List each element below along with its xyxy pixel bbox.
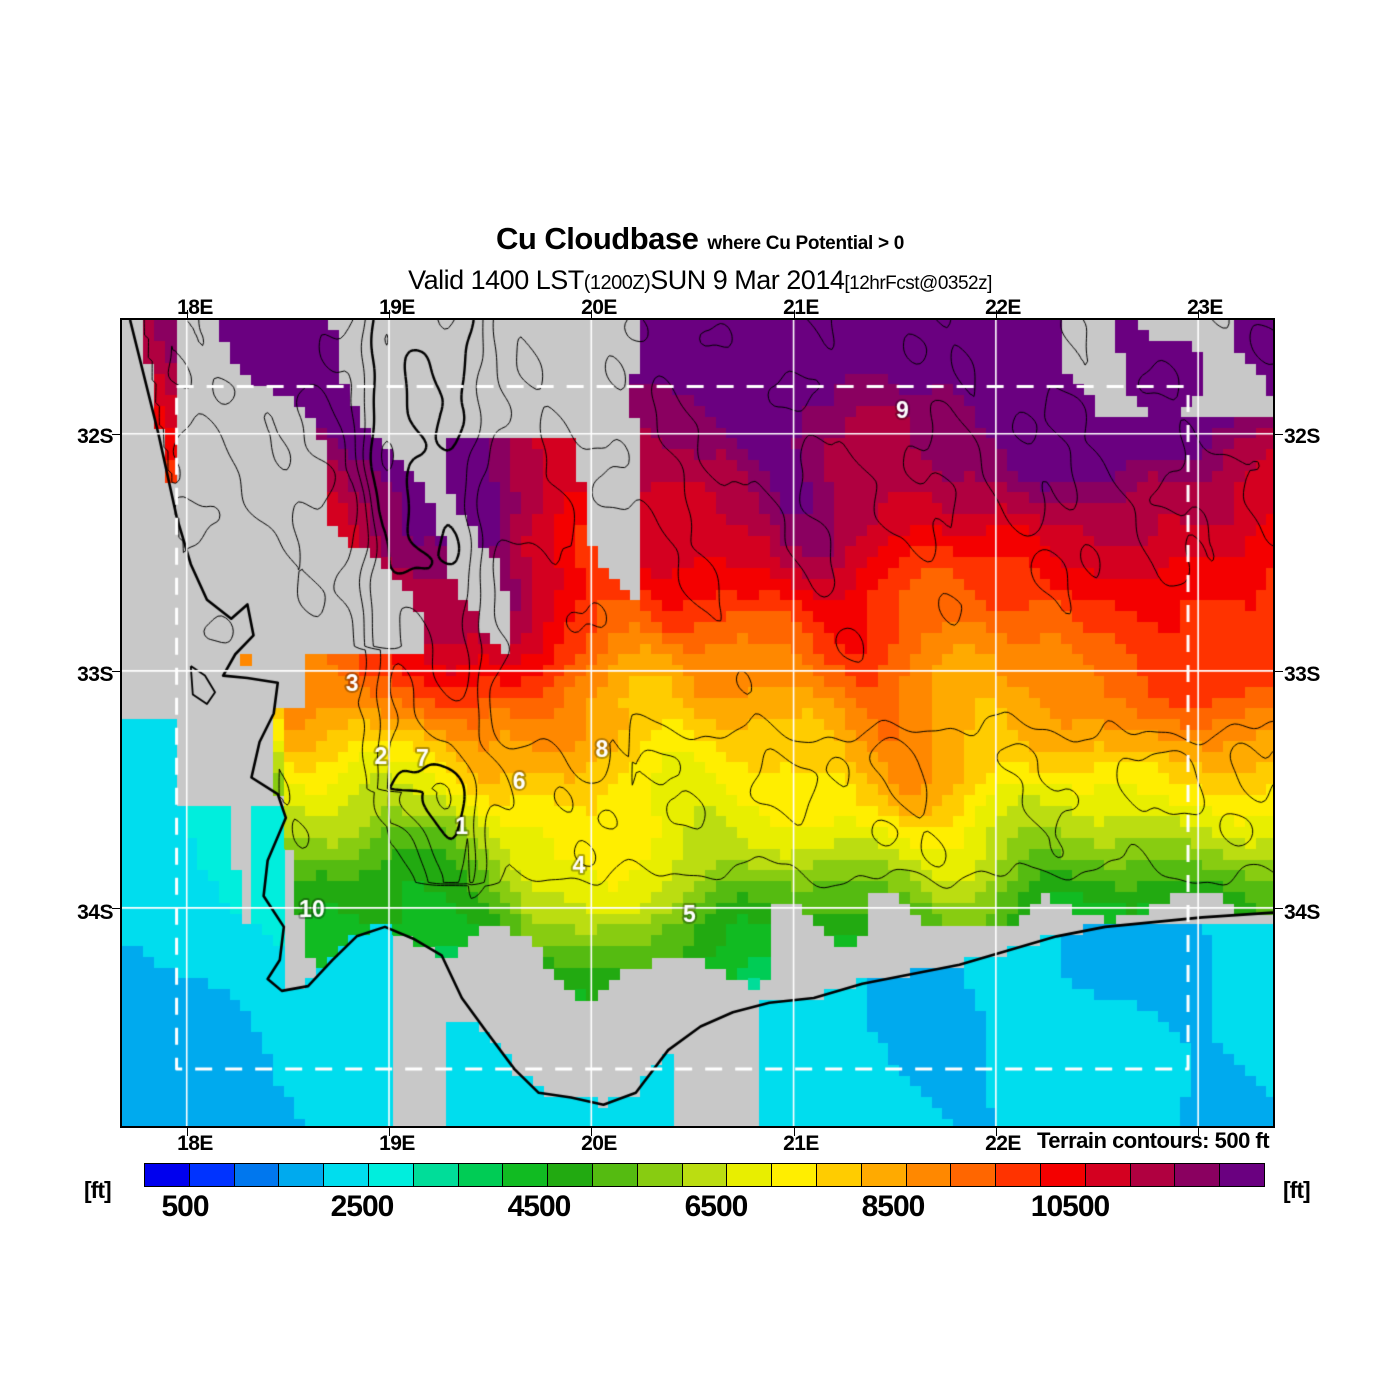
tick-right--33: [1273, 670, 1283, 672]
forecast-stamp-label: [12hrFcst@0352z]: [844, 273, 992, 294]
colorbar[interactable]: [144, 1163, 1265, 1187]
colorbar-segment-13: [727, 1164, 773, 1186]
tick-top-23: [1198, 310, 1200, 320]
title-line-2: Valid 1400 LST (1200Z) SUN 9 Mar 2014 [1…: [0, 264, 1400, 305]
axis-label-bottom-22E: 22E: [985, 1132, 1021, 1155]
axis-label-right-33S: 33S: [1284, 663, 1320, 686]
terrain-contour-note: Terrain contours: 500 ft: [1037, 1128, 1270, 1153]
colorbar-segment-14: [772, 1164, 817, 1186]
axis-label-left-32S: 32S: [77, 425, 113, 448]
colorbar-segment-4: [324, 1164, 369, 1186]
axis-label-top-20E: 20E: [581, 296, 617, 319]
axis-label-top-23E: 23E: [1187, 296, 1223, 319]
colorbar-tick-2500: 2500: [330, 1190, 395, 1223]
axis-label-bottom-20E: 20E: [581, 1132, 617, 1155]
axis-label-top-22E: 22E: [985, 296, 1021, 319]
colorbar-segment-24: [1220, 1164, 1264, 1186]
tick-bottom-20: [591, 1126, 593, 1136]
tick-top-18: [186, 310, 188, 320]
colorbar-tick-8500: 8500: [861, 1190, 926, 1223]
axis-label-left-34S: 34S: [77, 901, 113, 924]
axis-label-top-19E: 19E: [379, 296, 415, 319]
colorbar-segment-21: [1085, 1164, 1131, 1186]
tick-top-21: [793, 310, 795, 320]
colorbar-unit-right: [ft]: [1283, 1177, 1311, 1203]
colorbar-segment-7: [458, 1164, 504, 1186]
axis-label-bottom-18E: 18E: [177, 1132, 213, 1155]
tick-bottom-21: [793, 1126, 795, 1136]
colorbar-segment-3: [279, 1164, 325, 1186]
colorbar-unit-left: [ft]: [84, 1177, 112, 1203]
tick-bottom-22: [995, 1126, 997, 1136]
colorbar-segment-17: [906, 1164, 952, 1186]
tick-bottom-19: [389, 1126, 391, 1136]
map-plot-area[interactable]: [112, 310, 1283, 1136]
colorbar-segment-23: [1175, 1164, 1221, 1186]
valid-date-label: SUN 9 Mar 2014: [650, 265, 845, 295]
tick-top-19: [389, 310, 391, 320]
tick-bottom-18: [186, 1126, 188, 1136]
axis-label-right-32S: 32S: [1284, 425, 1320, 448]
tick-right--32: [1273, 433, 1283, 435]
page-title: Cu Cloudbase: [495, 221, 699, 256]
tick-left--33: [112, 670, 122, 672]
colorbar-tick-500: 500: [161, 1190, 209, 1223]
colorbar-segment-0: [145, 1164, 190, 1186]
tick-top-20: [591, 310, 593, 320]
cloudbase-heatmap-canvas[interactable]: [122, 320, 1273, 1126]
valid-time-label: Valid 1400 LST: [408, 265, 584, 295]
colorbar-segment-10: [592, 1164, 638, 1186]
title-line-1: Cu Cloudbase where Cu Potential > 0: [0, 222, 1400, 266]
colorbar-segment-11: [637, 1164, 683, 1186]
chart-title-block: Cu Cloudbase where Cu Potential > 0 Valid…: [0, 222, 1400, 305]
axis-label-right-34S: 34S: [1284, 901, 1320, 924]
colorbar-segment-6: [413, 1164, 459, 1186]
axis-label-left-33S: 33S: [77, 663, 113, 686]
tick-left--32: [112, 433, 122, 435]
colorbar-segment-9: [548, 1164, 593, 1186]
colorbar-segment-8: [503, 1164, 549, 1186]
colorbar-segment-5: [368, 1164, 414, 1186]
tick-top-22: [995, 310, 997, 320]
colorbar-segment-19: [996, 1164, 1041, 1186]
colorbar-tick-6500: 6500: [684, 1190, 749, 1223]
valid-zulu-label: (1200Z): [583, 272, 651, 294]
colorbar-tick-10500: 10500: [1030, 1190, 1110, 1223]
axis-label-top-18E: 18E: [177, 296, 213, 319]
colorbar-tick-4500: 4500: [507, 1190, 572, 1223]
colorbar-segment-2: [234, 1164, 280, 1186]
colorbar-segment-12: [682, 1164, 728, 1186]
tick-left--34: [112, 907, 122, 909]
colorbar-segment-15: [816, 1164, 862, 1186]
tick-right--34: [1273, 907, 1283, 909]
axis-label-bottom-21E: 21E: [783, 1132, 819, 1155]
colorbar-segment-18: [951, 1164, 997, 1186]
tick-bottom-23: [1198, 1126, 1200, 1136]
axis-label-top-21E: 21E: [783, 296, 819, 319]
axis-label-bottom-19E: 19E: [379, 1132, 415, 1155]
colorbar-segment-20: [1040, 1164, 1086, 1186]
colorbar-segment-22: [1130, 1164, 1176, 1186]
colorbar-segment-1: [189, 1164, 235, 1186]
colorbar-segment-16: [861, 1164, 907, 1186]
title-condition: where Cu Potential > 0: [707, 233, 905, 254]
